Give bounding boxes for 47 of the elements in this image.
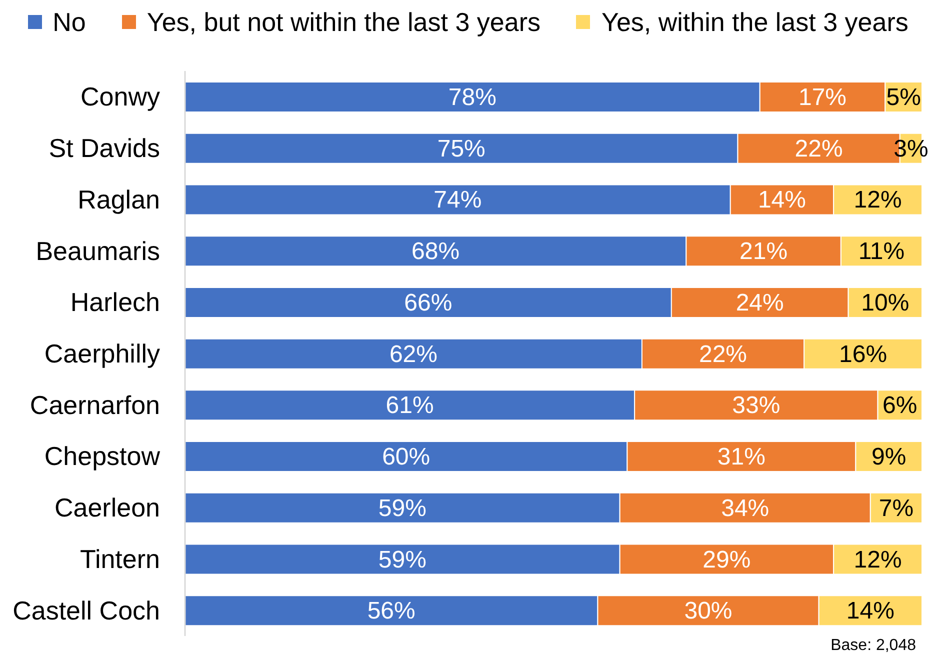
data-label: 34% [721, 494, 770, 522]
data-label: 6% [882, 392, 918, 419]
y-tick-label: Beaumaris [36, 236, 160, 266]
data-label: 56% [367, 597, 416, 624]
y-tick-label: Conwy [80, 82, 160, 112]
data-label: 12% [854, 186, 902, 214]
data-label: 62% [389, 340, 438, 368]
y-tick-label: Caerphilly [44, 338, 160, 368]
data-label: 33% [732, 392, 780, 419]
data-label: 74% [434, 186, 482, 214]
y-tick-label: Caerleon [54, 492, 160, 523]
data-label: 14% [758, 186, 806, 214]
text: Base: 2,048 [830, 637, 916, 654]
data-label: 59% [378, 546, 426, 573]
data-label: 22% [698, 340, 748, 368]
legend-label: Yes, within the last 3 years [601, 7, 908, 37]
data-label: 61% [386, 392, 434, 419]
y-tick-label: Chepstow [44, 441, 160, 472]
data-label: 16% [839, 340, 888, 368]
data-label: 11% [858, 238, 905, 265]
data-label: 21% [740, 238, 788, 265]
data-label: 66% [404, 288, 452, 316]
data-label: 5% [886, 84, 921, 110]
data-label: 12% [854, 546, 902, 573]
data-label: 9% [871, 443, 906, 470]
data-label: 17% [798, 84, 847, 110]
data-label: 30% [684, 597, 732, 624]
data-label: 22% [794, 134, 843, 162]
y-tick-label: Harlech [70, 287, 160, 318]
data-label: 14% [846, 597, 894, 624]
y-tick-label: Raglan [78, 184, 160, 214]
data-label: 78% [448, 84, 496, 110]
y-tick-label: Tintern [80, 544, 160, 574]
data-label: 31% [717, 443, 766, 470]
data-label: 75% [437, 134, 486, 162]
data-label: 7% [878, 494, 914, 522]
legend-label: Yes, but not within the last 3 years [146, 7, 540, 37]
data-label: 59% [378, 494, 426, 522]
data-label: 29% [702, 546, 751, 573]
y-tick-label: Caernarfon [30, 390, 160, 420]
y-tick-label: St Davids [48, 133, 160, 164]
data-label: 68% [412, 238, 460, 265]
legend-label: No [52, 7, 86, 37]
data-label: 10% [861, 288, 910, 316]
data-label: 60% [382, 443, 430, 470]
data-label: 24% [736, 288, 784, 316]
y-tick-label: Castell Coch [12, 595, 160, 626]
